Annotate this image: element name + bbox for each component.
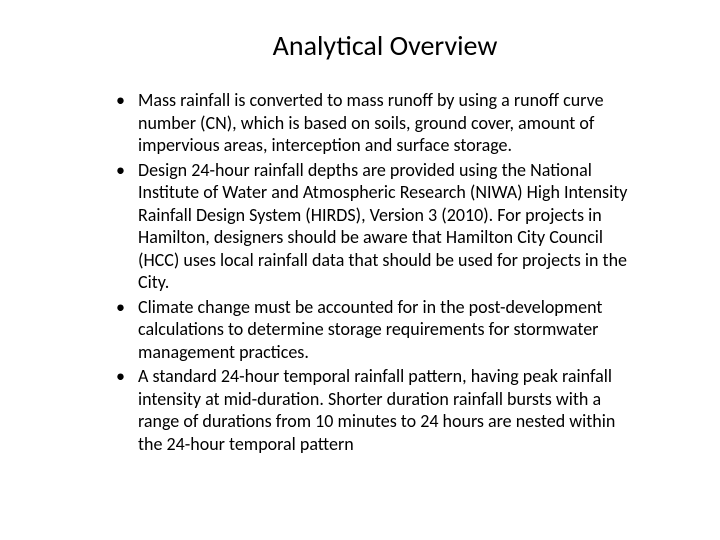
bullet-item: A standard 24-hour temporal rainfall pat…	[138, 365, 640, 455]
bullet-list: Mass rainfall is converted to mass runof…	[60, 89, 660, 455]
bullet-item: Design 24-hour rainfall depths are provi…	[138, 159, 640, 294]
slide: Analytical Overview Mass rainfall is con…	[0, 0, 720, 540]
bullet-item: Mass rainfall is converted to mass runof…	[138, 89, 640, 157]
bullet-item: Climate change must be accounted for in …	[138, 296, 640, 364]
slide-title: Analytical Overview	[150, 28, 620, 63]
